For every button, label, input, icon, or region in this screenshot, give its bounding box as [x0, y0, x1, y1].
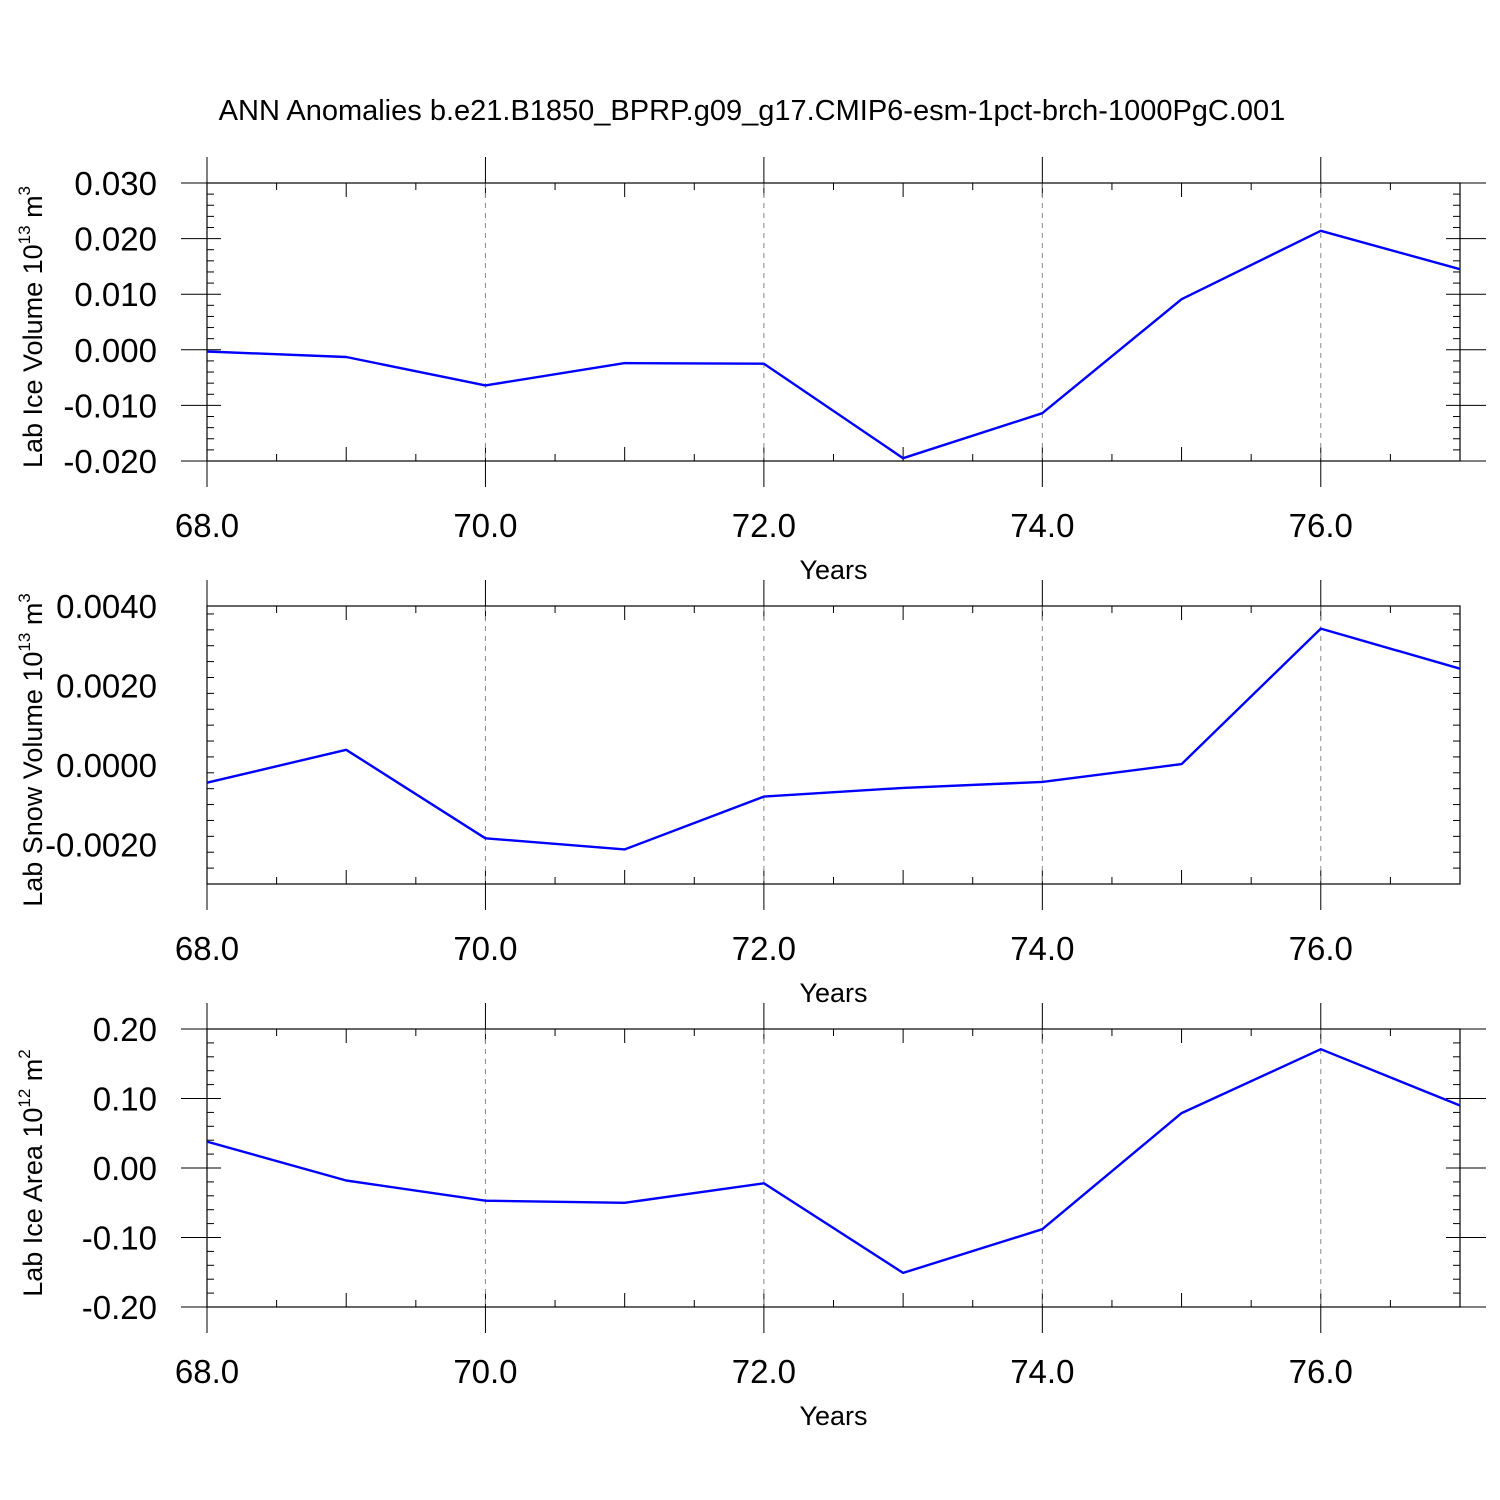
x-tick-label: 74.0	[1010, 930, 1074, 967]
y-axis-title-unit-exponent: 2	[15, 1049, 34, 1058]
y-axis-title-unit: m	[18, 195, 48, 225]
y-tick-label: -0.20	[82, 1289, 157, 1326]
x-tick-label: 76.0	[1289, 1353, 1353, 1390]
y-axis-title-text: Lab Snow Volume 10	[18, 652, 48, 907]
x-tick-label: 72.0	[732, 1353, 796, 1390]
x-tick-label: 68.0	[175, 507, 239, 544]
y-tick-label: 0.00	[93, 1150, 157, 1187]
y-tick-label: 0.0000	[56, 747, 157, 784]
x-tick-label: 72.0	[732, 507, 796, 544]
x-tick-label: 76.0	[1289, 930, 1353, 967]
y-tick-label: -0.020	[63, 443, 157, 480]
y-axis-title: Lab Ice Area 1012 m2	[15, 1049, 48, 1297]
series-line	[206, 1047, 1461, 1275]
x-tick-label: 68.0	[175, 1353, 239, 1390]
plot-frame	[206, 605, 1461, 885]
figure-title: ANN Anomalies b.e21.B1850_BPRP.g09_g17.C…	[219, 95, 1286, 127]
plot-frame	[206, 1028, 1461, 1308]
y-axis-title-text: Lab Ice Area 10	[18, 1108, 48, 1297]
y-axis-title-unit-exponent: 3	[15, 593, 34, 602]
y-axis-title: Lab Ice Volume 1013 m3	[15, 186, 48, 468]
chart-panel-1: 0.030 0.020 0.010 0.000 -0.010 -0.020 68.0 70.0…	[15, 157, 1486, 585]
chart-panel-3: 0.20 0.10 0.00 -0.10 -0.20 68.0 70.0 72.0 74.0 76…	[15, 1003, 1486, 1431]
x-tick-label: 74.0	[1010, 1353, 1074, 1390]
y-axis-title-unit: m	[18, 603, 48, 633]
y-tick-label: 0.10	[93, 1081, 157, 1118]
y-tick-label: 0.010	[74, 276, 157, 313]
x-tick-label: 74.0	[1010, 507, 1074, 544]
x-tick-label: 68.0	[175, 930, 239, 967]
x-tick-label: 72.0	[732, 930, 796, 967]
y-tick-label: 0.0020	[56, 667, 157, 704]
series-line	[206, 627, 1461, 851]
y-tick-label: 0.030	[74, 165, 157, 202]
y-axis-title-unit-exponent: 3	[15, 186, 34, 195]
y-axis-title-text: Lab Ice Volume 10	[18, 244, 48, 468]
x-axis-title: Years	[799, 555, 867, 585]
chart-panel-2: 0.0040 0.0020 0.0000 -0.0020 68.0 70.0 72.0 74.…	[15, 580, 1461, 1008]
y-axis-title-exponent: 13	[15, 225, 34, 244]
series-line	[206, 229, 1461, 460]
plot-frame	[206, 182, 1461, 462]
y-tick-label: 0.000	[74, 332, 157, 369]
y-tick-label: -0.0020	[45, 826, 157, 863]
panels: 0.030 0.020 0.010 0.000 -0.010 -0.020 68.0 70.0…	[15, 157, 1486, 1431]
y-tick-label: 0.0040	[56, 588, 157, 625]
y-axis-title: Lab Snow Volume 1013 m3	[15, 593, 48, 907]
y-axis-title-exponent: 13	[15, 633, 34, 652]
y-tick-label: -0.10	[82, 1220, 157, 1257]
y-axis-title-exponent: 12	[15, 1089, 34, 1108]
y-tick-label: -0.010	[63, 387, 157, 424]
x-tick-label: 76.0	[1289, 507, 1353, 544]
y-axis-title-unit: m	[18, 1059, 48, 1089]
x-tick-label: 70.0	[453, 507, 517, 544]
x-tick-label: 70.0	[453, 1353, 517, 1390]
y-tick-label: 0.020	[74, 221, 157, 258]
y-tick-label: 0.20	[93, 1011, 157, 1048]
x-axis-title: Years	[799, 978, 867, 1008]
x-tick-label: 70.0	[453, 930, 517, 967]
x-axis-title: Years	[799, 1401, 867, 1431]
